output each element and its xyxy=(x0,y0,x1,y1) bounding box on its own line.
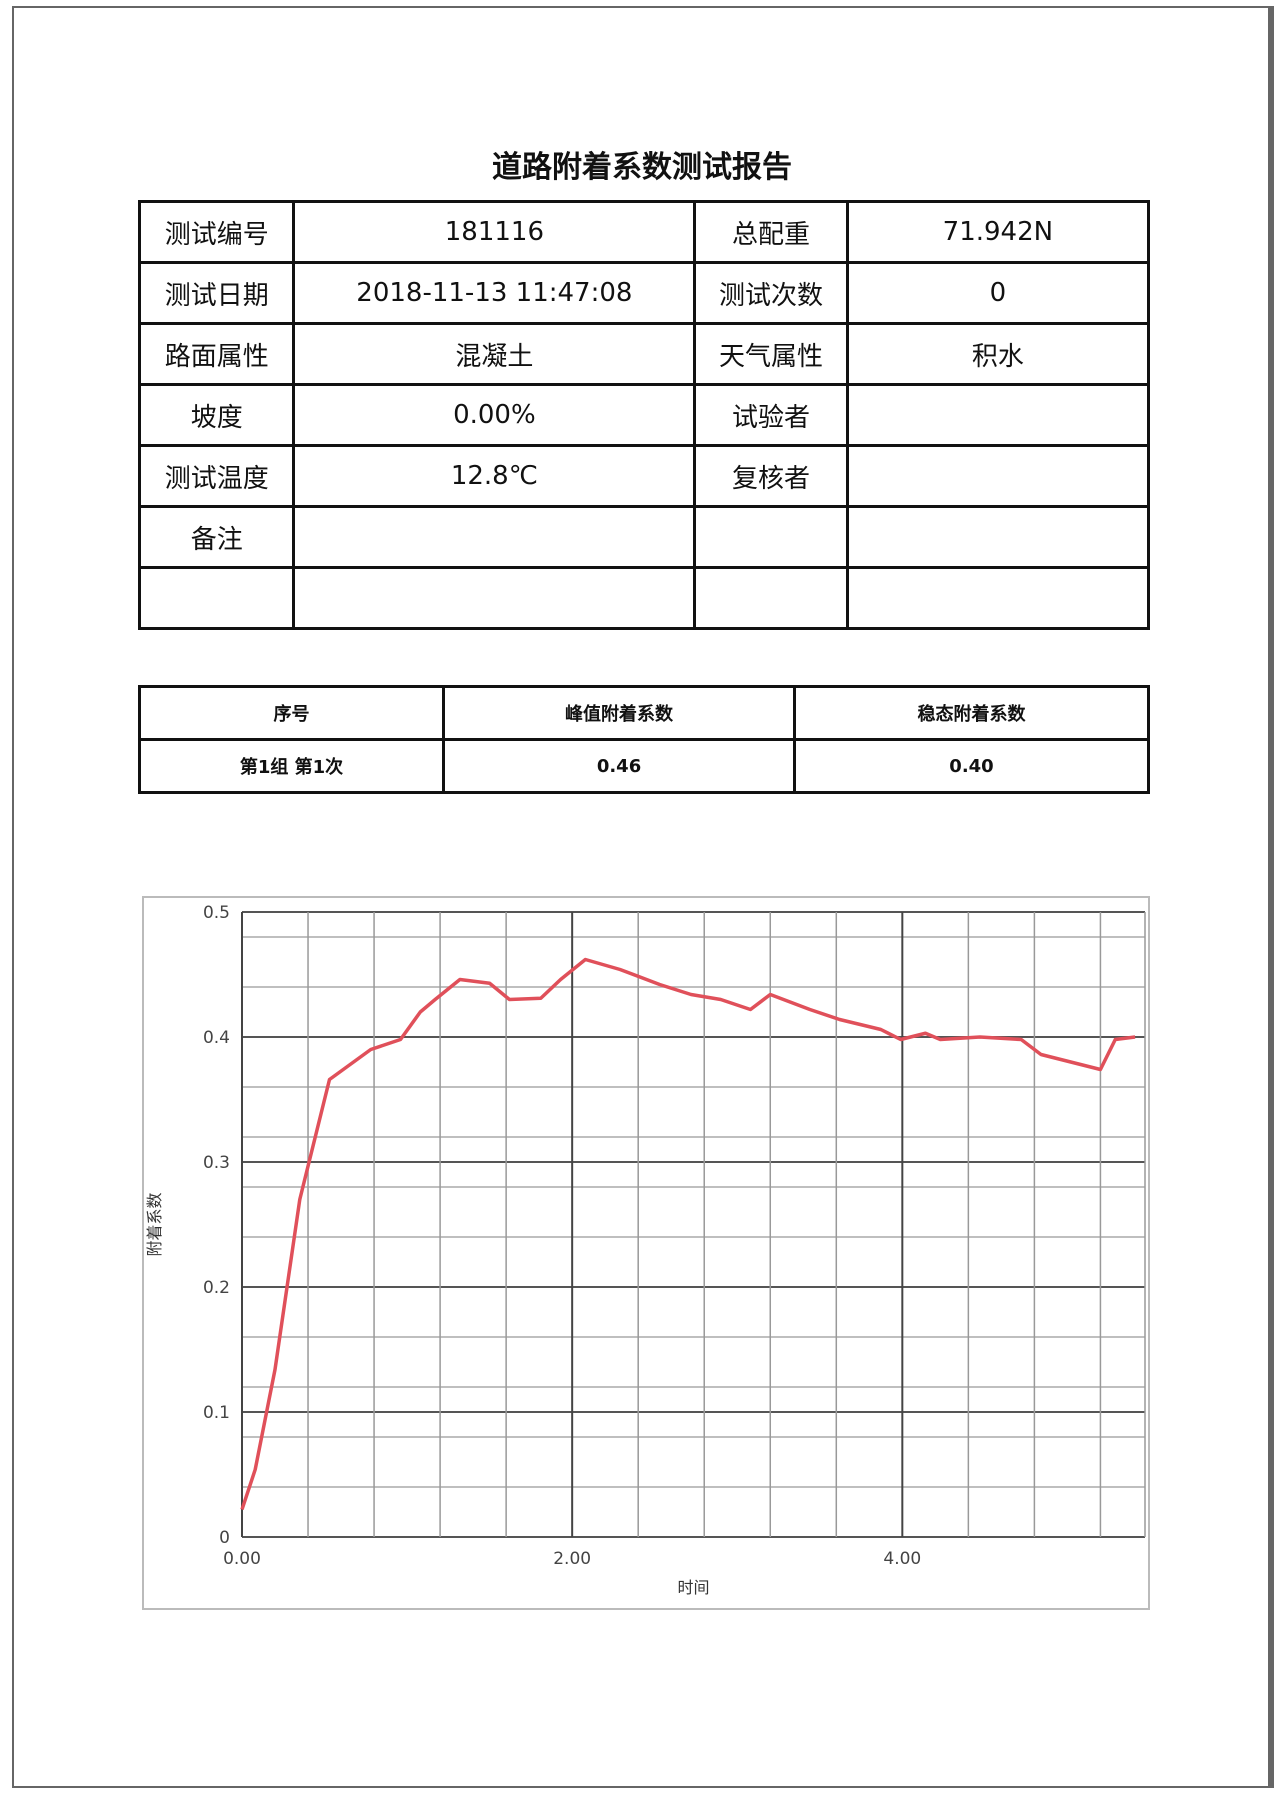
chart-box xyxy=(142,896,1150,1610)
info-value: 混凝土 xyxy=(292,322,697,386)
y-tick-label: 0.3 xyxy=(203,1153,230,1173)
info-value: 181116 xyxy=(292,200,697,264)
info-label xyxy=(693,505,849,569)
info-table: 测试编号 181116 总配重 71.942N 测试日期 2018-11-13 11:47… xyxy=(137,200,1151,630)
x-axis-label: 时间 xyxy=(677,1578,709,1597)
info-value xyxy=(292,505,697,569)
info-value xyxy=(845,383,1151,447)
result-cell: 0.46 xyxy=(442,738,797,794)
info-label xyxy=(693,566,849,630)
x-tick-label: 0.00 xyxy=(223,1549,261,1569)
info-row: 备注 xyxy=(137,505,1151,569)
info-row: 测试编号 181116 总配重 71.942N xyxy=(137,200,1151,264)
info-row: 测试温度 12.8℃ 复核者 xyxy=(137,444,1151,508)
info-label: 复核者 xyxy=(693,444,849,508)
info-row: 测试日期 2018-11-13 11:47:08 测试次数 0 xyxy=(137,261,1151,325)
info-value xyxy=(845,566,1151,630)
y-axis-label: 附着系数 xyxy=(145,1192,164,1256)
info-value: 0.00% xyxy=(292,383,697,447)
report-title: 道路附着系数测试报告 xyxy=(492,150,792,185)
series-line xyxy=(240,957,1136,1511)
y-tick-label: 0.4 xyxy=(203,1028,230,1048)
info-value: 积水 xyxy=(845,322,1151,386)
result-cell: 0.40 xyxy=(793,738,1150,794)
page-frame xyxy=(12,6,1274,1788)
info-label: 试验者 xyxy=(693,383,849,447)
info-value xyxy=(845,505,1151,569)
result-header-row: 序号 峰值附着系数 稳态附着系数 xyxy=(137,685,1150,741)
result-header: 峰值附着系数 xyxy=(442,685,797,741)
info-value xyxy=(292,566,697,630)
info-label: 坡度 xyxy=(137,383,296,447)
info-label: 备注 xyxy=(137,505,296,569)
info-row: 路面属性 混凝土 天气属性 积水 xyxy=(137,322,1151,386)
y-tick-label: 0.5 xyxy=(203,903,230,923)
result-cell: 第1组 第1次 xyxy=(137,738,446,794)
result-header: 稳态附着系数 xyxy=(793,685,1150,741)
info-label: 天气属性 xyxy=(693,322,849,386)
info-label: 测试温度 xyxy=(137,444,296,508)
x-tick-label: 4.00 xyxy=(883,1549,921,1569)
y-tick-label: 0.1 xyxy=(203,1403,230,1423)
info-value: 2018-11-13 11:47:08 xyxy=(292,261,697,325)
info-label: 测试编号 xyxy=(137,200,296,264)
x-tick-label: 2.00 xyxy=(553,1549,591,1569)
info-label: 总配重 xyxy=(693,200,849,264)
info-label: 测试日期 xyxy=(137,261,296,325)
info-label: 路面属性 xyxy=(137,322,296,386)
info-value: 71.942N xyxy=(845,200,1151,264)
result-table: 序号 峰值附着系数 稳态附着系数 第1组 第1次 0.46 0.40 xyxy=(137,685,1150,794)
result-row: 第1组 第1次 0.46 0.40 xyxy=(137,738,1150,794)
info-row: 坡度 0.00% 试验者 xyxy=(137,383,1151,447)
info-label xyxy=(137,566,296,630)
y-tick-label: 0.2 xyxy=(203,1278,230,1298)
info-value: 12.8℃ xyxy=(292,444,697,508)
result-header: 序号 xyxy=(137,685,446,741)
info-value: 0 xyxy=(845,261,1151,325)
info-row xyxy=(137,566,1151,630)
info-value xyxy=(845,444,1151,508)
info-label: 测试次数 xyxy=(693,261,849,325)
y-tick-label: 0 xyxy=(219,1528,230,1548)
